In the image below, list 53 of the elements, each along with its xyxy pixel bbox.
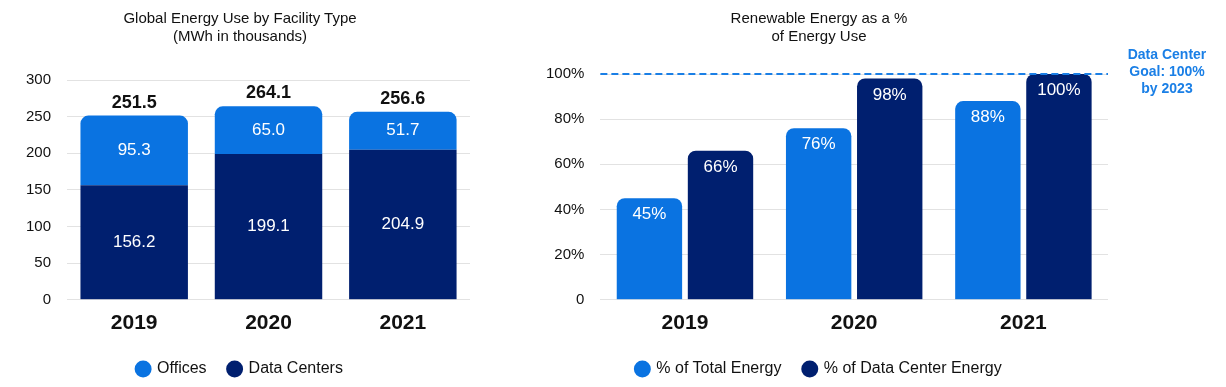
bar [80,115,188,186]
bar [857,78,923,300]
x-tick-label: 2019 [110,310,158,334]
ref-line-label: Data Center Goal: 100% by 2023 [1127,45,1207,96]
bar [616,198,683,300]
data-label: 65.0 [251,119,286,139]
data-label: 199.1 [247,216,290,236]
bar [80,185,188,300]
total-label: 264.1 [245,82,292,103]
y-tick-label: 300 [26,70,52,88]
data-label: 66% [703,156,738,176]
y-tick-label: 20% [554,244,585,262]
x-tick-label: 2020 [245,310,292,334]
bar [1026,74,1092,300]
x-tick-label: 2019 [661,310,709,334]
bar [214,153,323,300]
data-label: 76% [801,134,836,154]
y-tick-label: 150 [26,180,52,198]
bar [349,149,457,300]
total-label: 256.6 [380,87,426,108]
x-tick-label: 2020 [830,310,878,334]
y-tick-label: 60% [554,154,585,172]
y-tick-label: 40% [554,199,585,217]
chart-title: Global Energy Use by Facility Type (MWh in thousands) [123,9,357,45]
y-tick-label: 0 [42,289,52,307]
x-tick-label: 2021 [379,310,427,334]
data-label: 156.2 [112,232,156,252]
bar [349,111,457,150]
data-label: 98% [872,84,907,104]
y-tick-label: 250 [26,106,52,124]
y-tick-label: 80% [554,109,585,127]
legend-label: Offices [157,359,207,377]
y-tick-label: 100% [545,64,585,82]
y-tick-label: 0 [576,289,585,307]
legend-label: % of Data Center Energy [823,359,1002,377]
data-label: 88% [970,107,1005,127]
data-label: 100% [1037,80,1081,100]
y-tick-label: 200 [26,143,52,161]
data-label: 45% [632,204,667,224]
chart-title: Renewable Energy as a % of Energy Use [730,9,908,45]
bar [785,128,852,300]
bar [687,150,754,300]
legend-label: Data Centers [248,359,343,377]
bar [214,106,323,154]
legend-label: % of Total Energy [656,359,782,377]
data-label: 95.3 [117,140,151,160]
bar [955,101,1021,300]
data-label: 51.7 [386,120,420,140]
total-label: 251.5 [111,91,157,112]
y-tick-label: 100 [26,216,52,234]
y-tick-label: 50 [34,253,52,271]
x-tick-label: 2021 [1000,310,1048,334]
data-label: 204.9 [381,214,425,234]
